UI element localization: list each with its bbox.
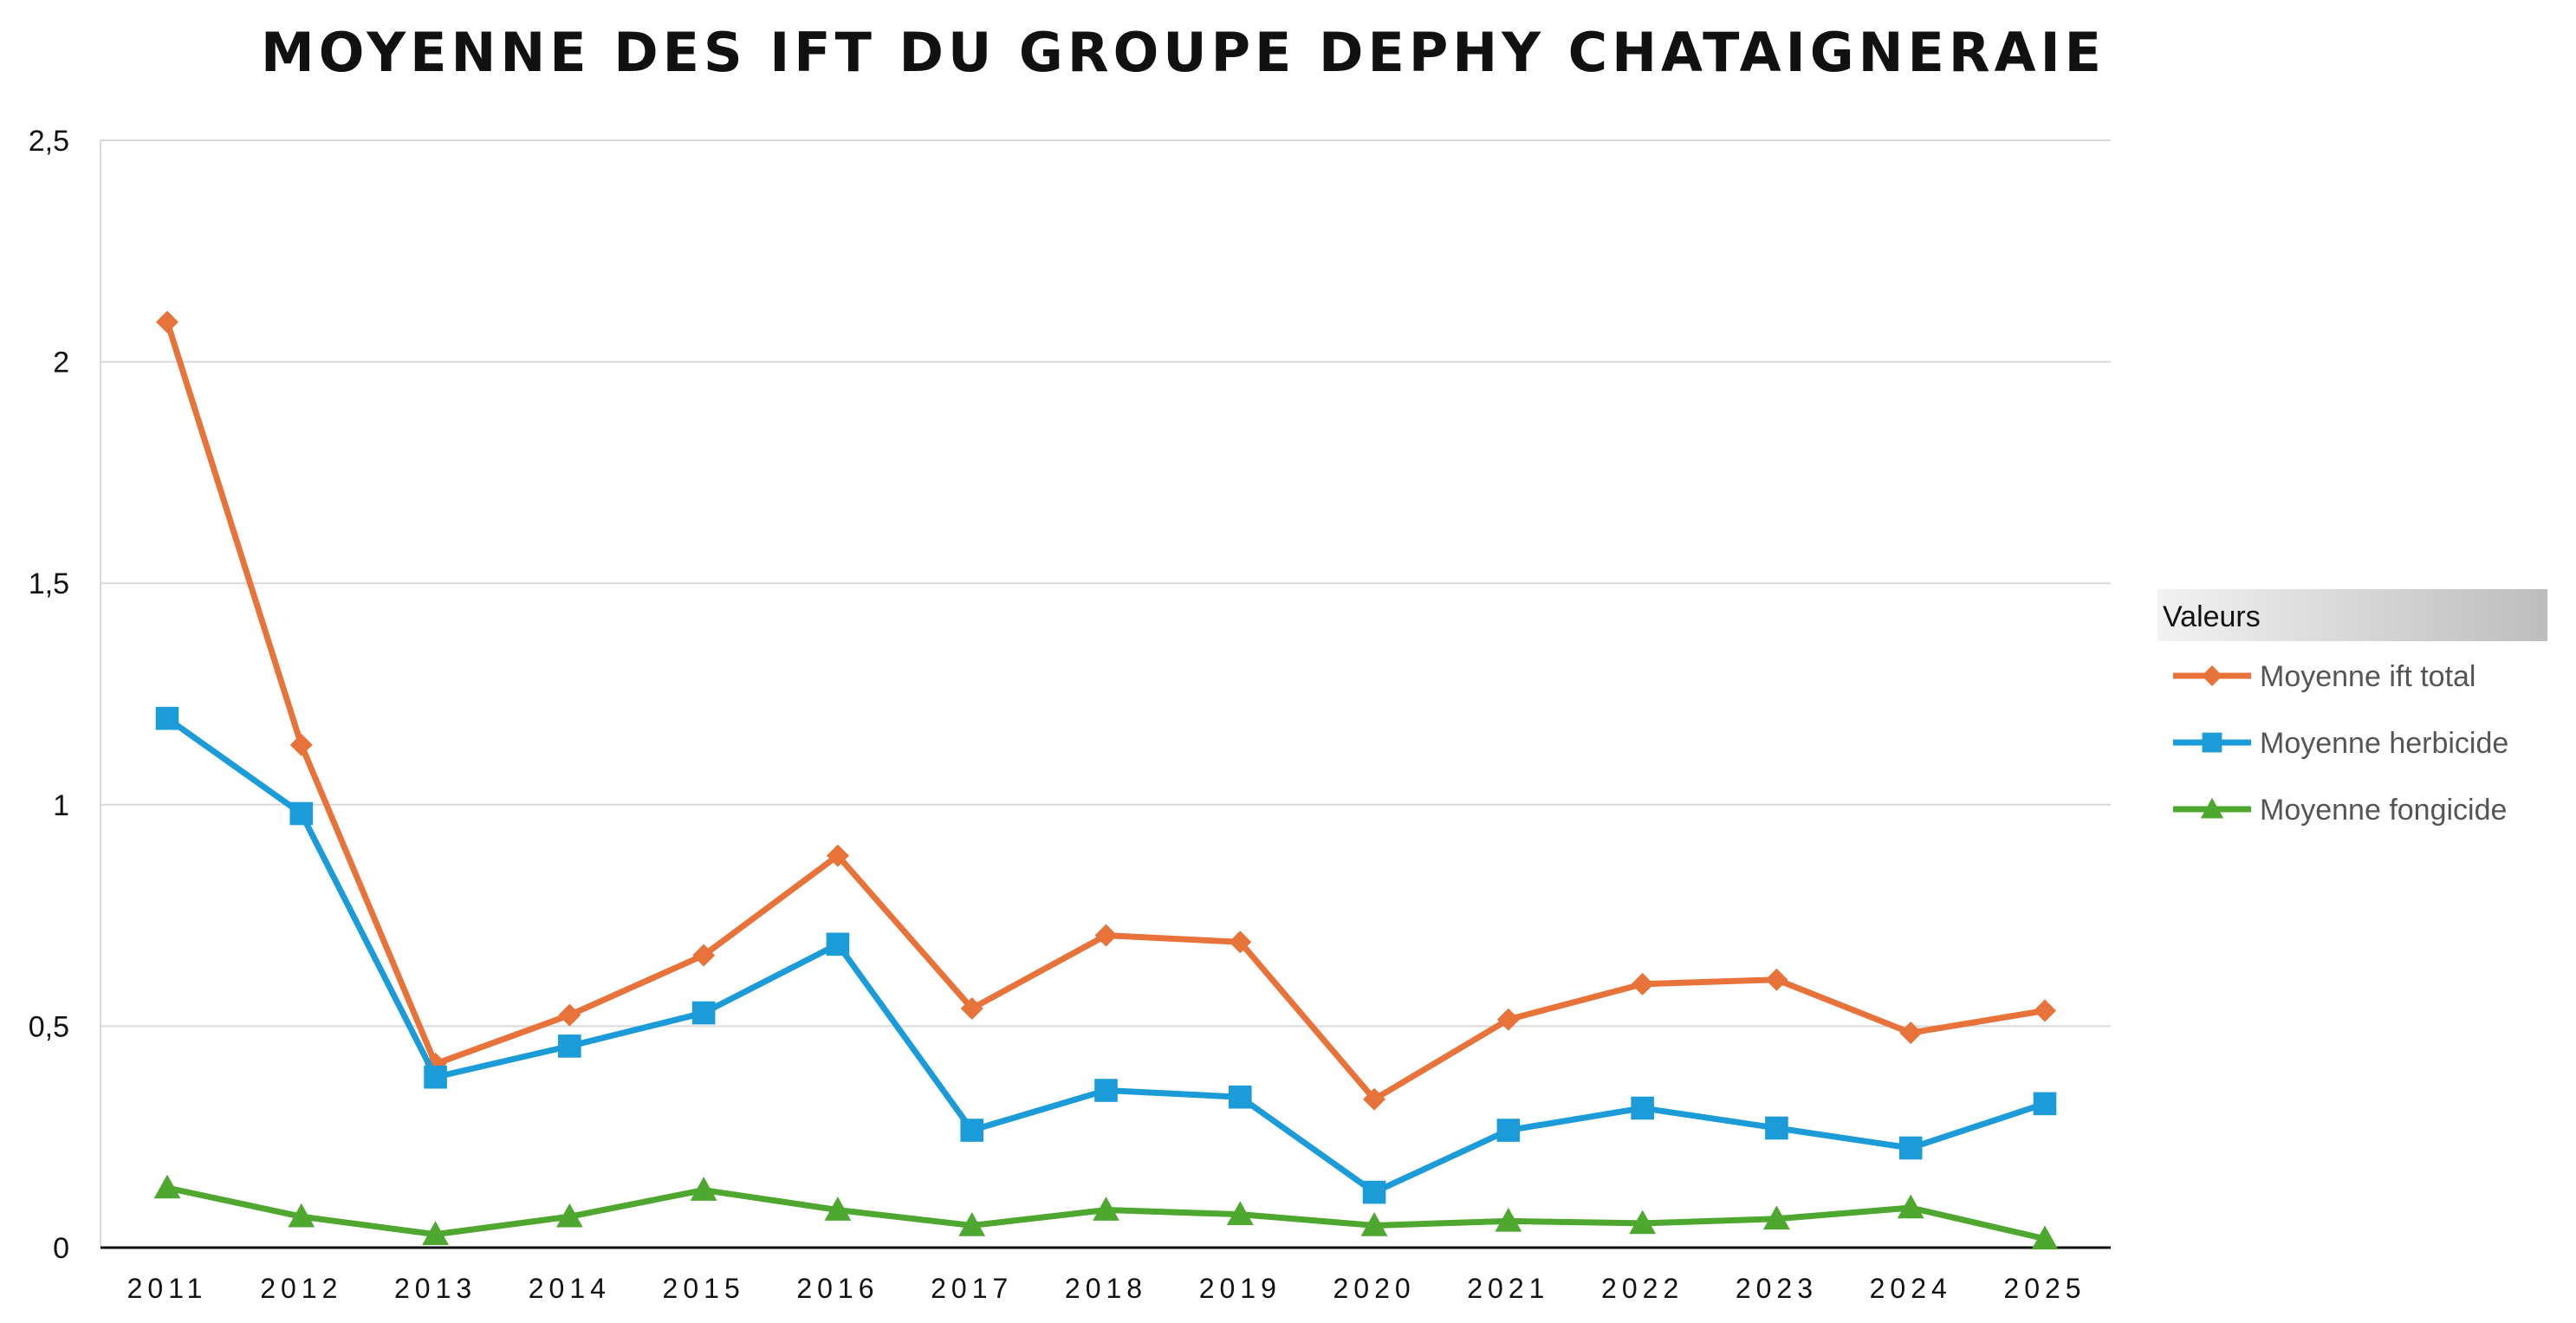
data-point — [558, 1034, 581, 1058]
data-point — [155, 706, 179, 730]
y-tick-label: 2,5 — [29, 125, 69, 158]
data-point — [1765, 1116, 1788, 1140]
legend-header-background — [2157, 589, 2547, 641]
data-point — [692, 944, 716, 967]
data-point — [1228, 1085, 1252, 1109]
data-point — [826, 844, 849, 867]
data-point — [1495, 1207, 1522, 1232]
data-point — [1362, 1180, 1386, 1204]
legend-entry: Moyenne herbicide — [2173, 727, 2508, 760]
series-1 — [156, 310, 2056, 1111]
legend-marker — [2202, 732, 2222, 753]
data-point — [1899, 1021, 1923, 1045]
data-point — [691, 1001, 716, 1025]
x-tick-label: 2012 — [260, 1273, 342, 1304]
x-tick-label: 2013 — [394, 1273, 477, 1304]
x-tick-label: 2015 — [663, 1273, 745, 1304]
y-tick-label: 1 — [53, 789, 69, 822]
x-tick-label: 2020 — [1333, 1273, 1415, 1304]
data-point — [1897, 1194, 1924, 1219]
data-point — [2033, 1092, 2057, 1116]
legend-label: Moyenne herbicide — [2260, 727, 2508, 760]
data-point — [1360, 1212, 1388, 1236]
y-tick-label: 0 — [53, 1232, 69, 1265]
data-point — [1093, 1197, 1119, 1221]
y-tick-label: 1,5 — [29, 567, 69, 600]
x-tick-label: 2011 — [127, 1273, 208, 1304]
data-point — [1898, 1136, 1923, 1160]
x-tick-label: 2018 — [1065, 1273, 1147, 1304]
data-point — [1094, 1079, 1118, 1102]
chart-title: MOYENNE DES IFT DU GROUPE DEPHY CHATAIGN… — [261, 21, 2106, 84]
data-point — [1629, 1210, 1657, 1235]
data-point — [1226, 1201, 1254, 1225]
axes: 0 0,5 1 1,5 2 2,5 2011 2012 2013 2014 2015 2016 2017… — [29, 125, 2111, 1304]
x-tick-label: 2019 — [1199, 1273, 1282, 1304]
series-3 — [153, 1174, 2059, 1250]
data-point — [824, 1197, 852, 1221]
series-line — [164, 319, 2048, 1103]
legend-marker — [2202, 665, 2222, 686]
data-point — [153, 1174, 181, 1199]
data-point — [1496, 1119, 1521, 1142]
data-point — [958, 1212, 986, 1236]
data-point — [422, 1221, 449, 1245]
data-point — [1094, 924, 1118, 947]
x-tick-label: 2023 — [1736, 1273, 1818, 1304]
data-point — [555, 1203, 583, 1228]
data-point — [1363, 1087, 1386, 1111]
x-tick-label: 2025 — [2003, 1273, 2086, 1304]
data-point — [289, 733, 313, 756]
x-tick-label: 2014 — [529, 1273, 611, 1304]
gridlines — [101, 139, 2111, 1028]
data-point — [156, 310, 178, 334]
data-point — [2031, 1225, 2059, 1250]
data-point — [2034, 999, 2056, 1022]
y-tick-label: 2 — [53, 347, 69, 379]
data-point — [1229, 931, 1252, 954]
y-tick-label: 0,5 — [29, 1010, 69, 1043]
data-point — [1631, 1096, 1654, 1120]
data-point — [826, 932, 850, 957]
series-2 — [155, 706, 2057, 1204]
legend-marker — [2200, 797, 2224, 819]
data-point — [1765, 968, 1788, 991]
legend-label: Moyenne ift total — [2260, 660, 2475, 693]
data-point — [1496, 1008, 1520, 1031]
legend: Valeurs Moyenne ift total Moyenne herbici… — [2157, 589, 2547, 827]
x-tick-label: 2021 — [1467, 1273, 1549, 1304]
data-point — [424, 1065, 447, 1089]
data-point — [289, 801, 314, 826]
data-point — [288, 1203, 315, 1228]
x-tick-label: 2017 — [931, 1273, 1013, 1304]
data-point — [690, 1177, 717, 1201]
legend-label: Moyenne fongicide — [2260, 794, 2507, 827]
data-point — [558, 1003, 581, 1027]
series-line — [164, 715, 2048, 1196]
x-tick-label: 2024 — [1870, 1273, 1952, 1304]
x-tick-label: 2016 — [796, 1273, 879, 1304]
legend-entry: Moyenne fongicide — [2173, 794, 2507, 827]
data-point — [960, 996, 983, 1020]
legend-title: Valeurs — [2163, 600, 2261, 633]
x-tick-label: 2022 — [1601, 1273, 1684, 1304]
data-point — [1763, 1205, 1790, 1230]
data-point — [1631, 972, 1654, 995]
series-group — [153, 310, 2059, 1250]
legend-entry: Moyenne ift total — [2173, 660, 2475, 693]
data-point — [960, 1119, 984, 1142]
